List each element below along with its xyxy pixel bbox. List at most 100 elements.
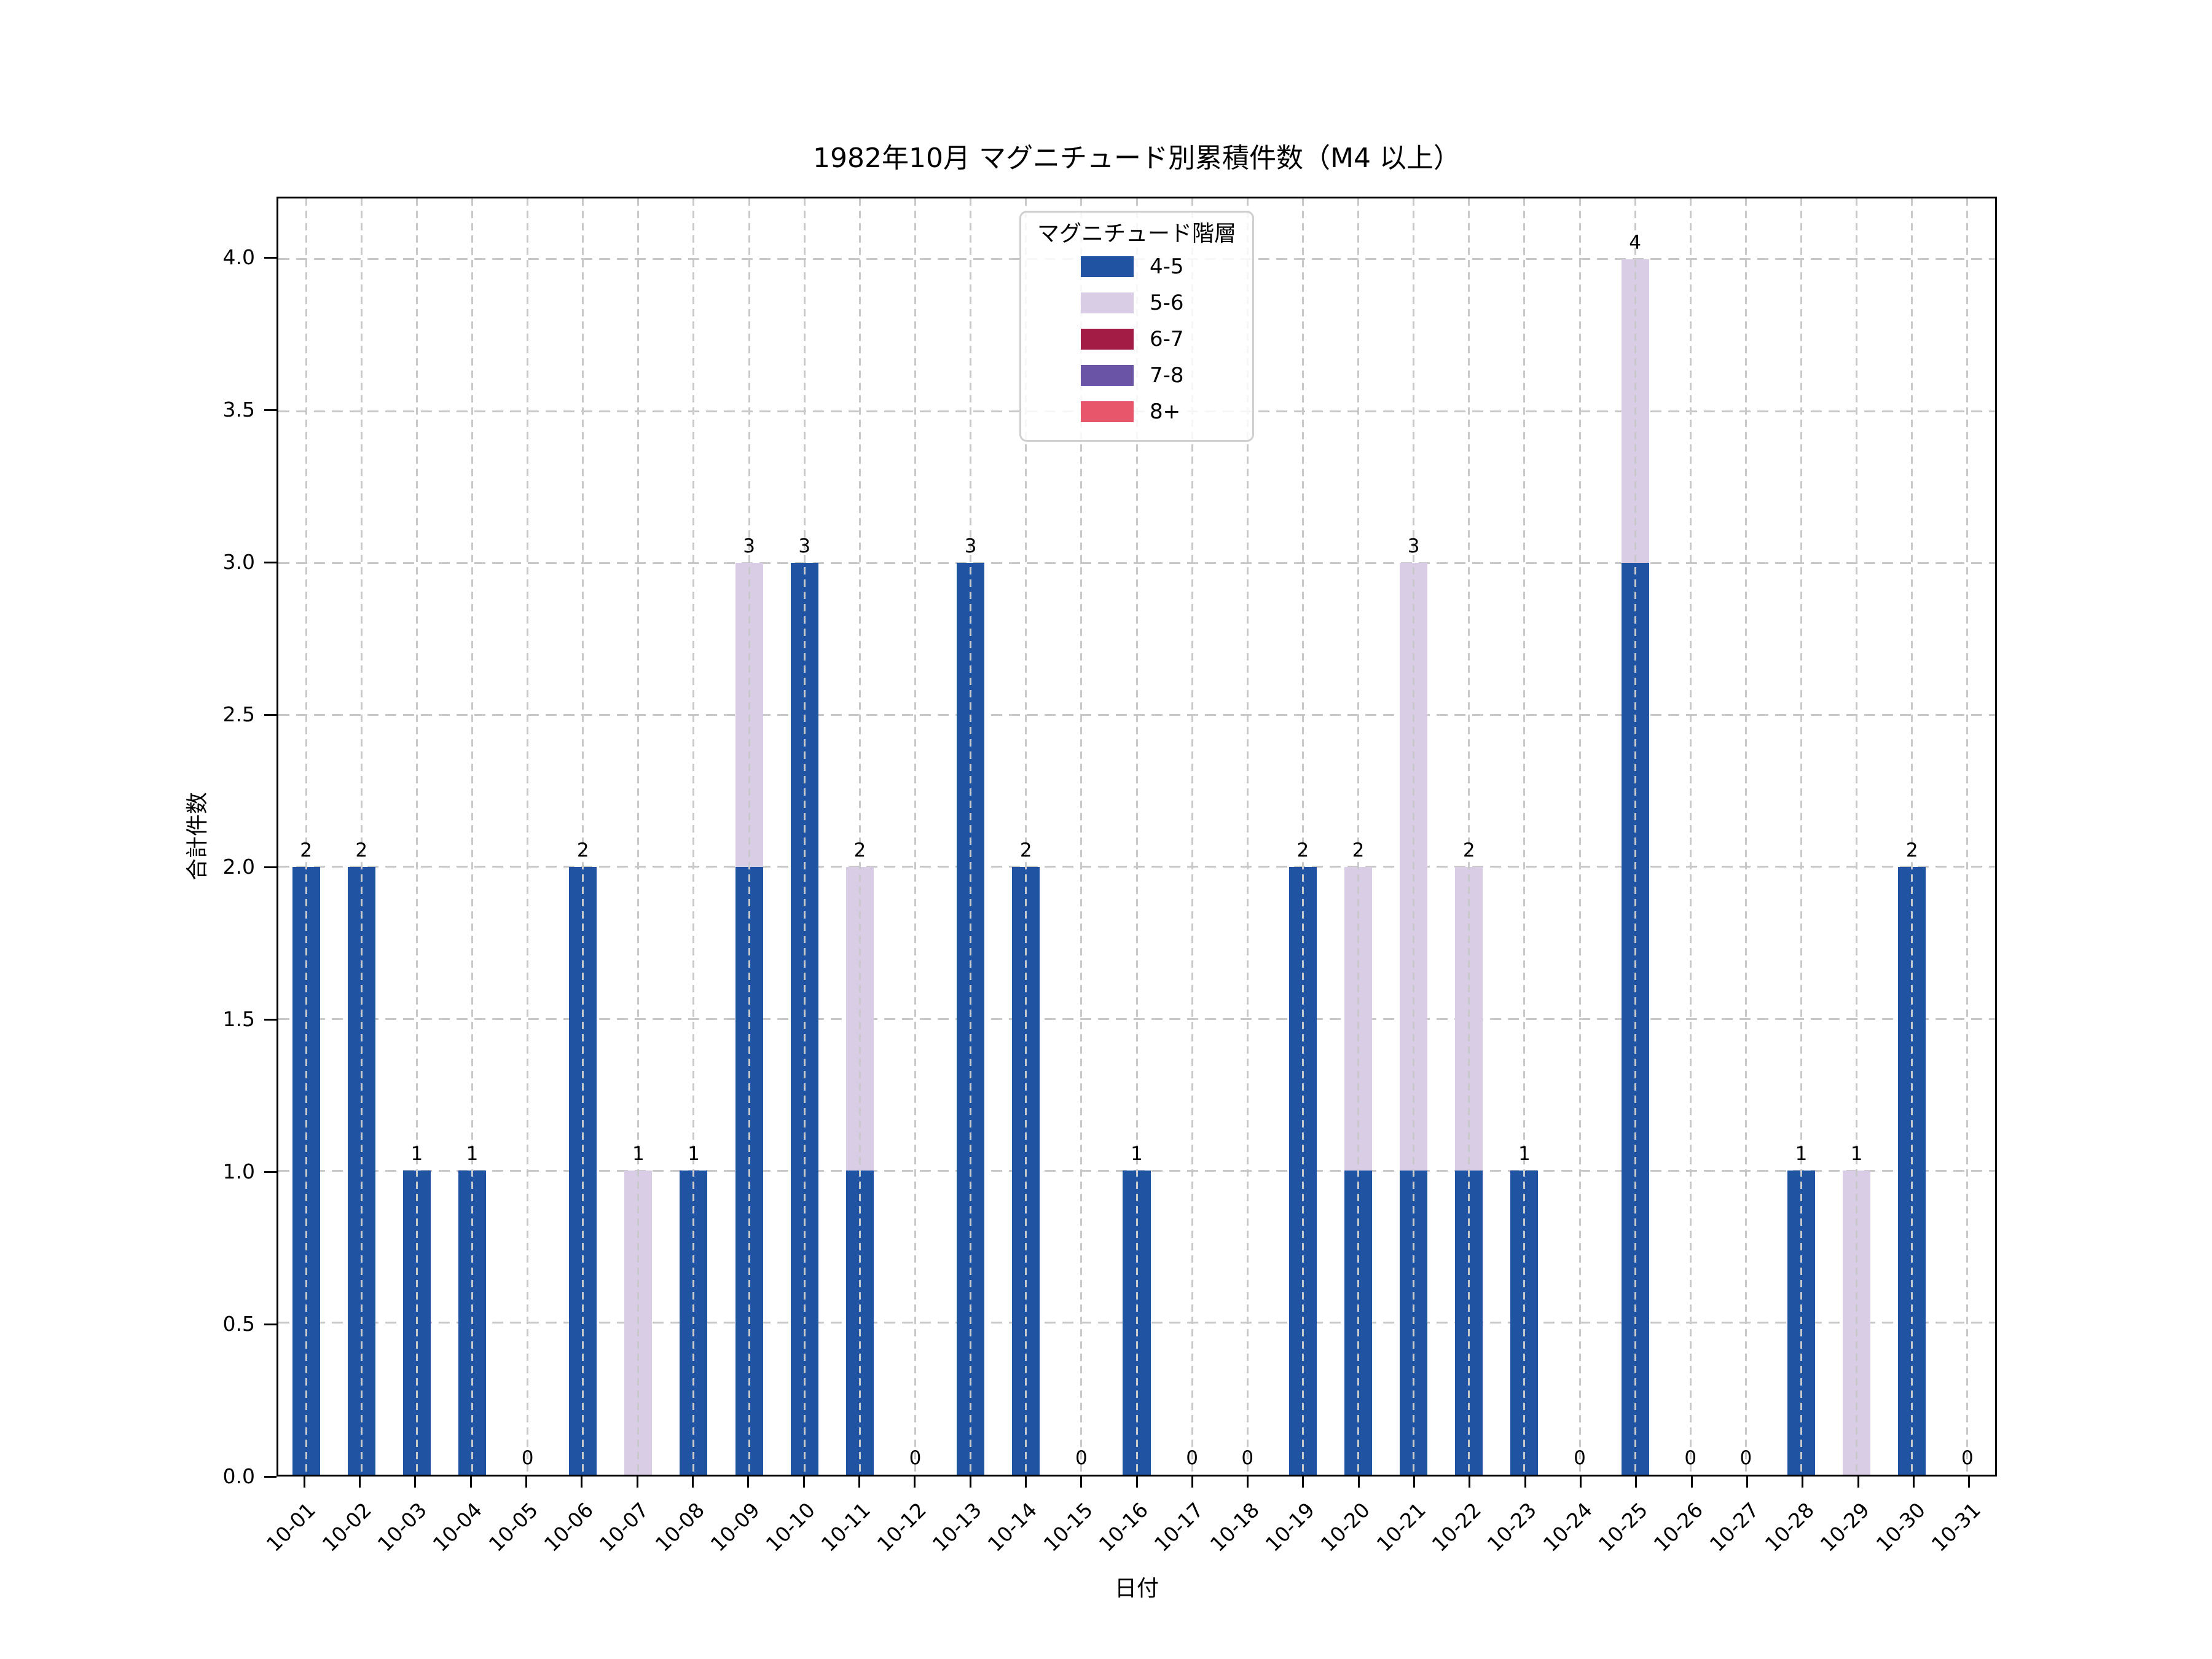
v-gridline — [970, 198, 972, 1475]
x-tick — [1524, 1477, 1526, 1488]
bar-total-label: 4 — [1629, 231, 1642, 254]
bar-total-label: 3 — [798, 535, 811, 558]
x-tick-label-text: 10-10 — [761, 1497, 820, 1556]
bar-total-label: 2 — [576, 839, 589, 861]
v-gridline — [415, 198, 418, 1475]
bar-total-label: 2 — [1296, 839, 1309, 861]
v-gridline — [1689, 198, 1692, 1475]
x-tick-label-text: 10-23 — [1483, 1497, 1542, 1556]
x-tick — [914, 1477, 916, 1488]
x-tick-label-text: 10-28 — [1760, 1497, 1819, 1556]
x-tick-label-text: 10-01 — [261, 1497, 321, 1556]
x-tick-label-text: 10-04 — [428, 1497, 487, 1556]
x-tick-label-text: 10-24 — [1538, 1497, 1597, 1556]
bar-total-label: 1 — [466, 1143, 479, 1166]
bar-total-label: 2 — [355, 839, 368, 861]
bar-total-label: 0 — [521, 1447, 534, 1469]
legend: マグニチュード階層 4-5 5-6 6-7 7-8 8+ — [1019, 211, 1254, 442]
x-tick-label-text: 10-31 — [1926, 1497, 1985, 1556]
x-tick-label-text: 10-26 — [1649, 1497, 1708, 1556]
legend-title: マグニチュード階層 — [1037, 221, 1236, 246]
y-tick-label: 0.0 — [222, 1464, 255, 1488]
x-tick — [469, 1477, 472, 1488]
y-tick-label: 3.0 — [222, 550, 255, 575]
x-tick — [1580, 1477, 1582, 1488]
bar-total-label: 2 — [300, 839, 312, 861]
x-tick-label-text: 10-16 — [1094, 1497, 1153, 1556]
x-tick-label-text: 10-09 — [705, 1497, 764, 1556]
chart-title: 1982年10月 マグニチュード別累積件数（M4 以上） — [813, 143, 1461, 174]
y-tick — [264, 561, 276, 563]
v-gridline — [360, 198, 363, 1475]
x-tick-label-text: 10-18 — [1205, 1497, 1264, 1556]
legend-swatch-6-7 — [1081, 328, 1134, 350]
v-gridline — [692, 198, 695, 1475]
x-tick-label-text: 10-05 — [484, 1497, 543, 1556]
bar-total-label: 3 — [1407, 535, 1420, 558]
x-tick — [1690, 1477, 1693, 1488]
y-tick — [264, 1018, 276, 1021]
x-tick — [1968, 1477, 1971, 1488]
y-tick — [264, 1475, 276, 1478]
x-tick — [1191, 1477, 1193, 1488]
legend-swatch-8+ — [1081, 401, 1134, 422]
bar-total-label: 0 — [1684, 1447, 1697, 1469]
y-tick-label: 1.5 — [222, 1007, 255, 1032]
v-gridline — [1413, 198, 1415, 1475]
v-gridline — [1579, 198, 1581, 1475]
x-tick — [525, 1477, 527, 1488]
v-gridline — [471, 198, 473, 1475]
bar-total-label: 1 — [1131, 1143, 1143, 1166]
y-tick-label: 3.5 — [222, 398, 255, 422]
bar-total-label: 2 — [1019, 839, 1032, 861]
x-tick-label-text: 10-11 — [817, 1497, 876, 1556]
y-tick — [264, 713, 276, 716]
bar-total-label: 0 — [1574, 1447, 1586, 1469]
v-gridline — [1135, 198, 1138, 1475]
x-tick-label-text: 10-30 — [1871, 1497, 1930, 1556]
x-tick-label-text: 10-27 — [1704, 1497, 1763, 1556]
x-tick-label-text: 10-03 — [372, 1497, 431, 1556]
x-tick — [1357, 1477, 1360, 1488]
v-gridline — [582, 198, 584, 1475]
y-tick-label: 0.5 — [222, 1312, 255, 1336]
x-tick-label-text: 10-13 — [927, 1497, 987, 1556]
legend-entry: 8+ — [1021, 393, 1252, 429]
bar-total-label: 0 — [1961, 1447, 1974, 1469]
y-tick — [264, 1323, 276, 1325]
bar-total-label: 2 — [1462, 839, 1475, 861]
x-tick-label-text: 10-12 — [872, 1497, 931, 1556]
x-tick — [1469, 1477, 1471, 1488]
x-tick — [414, 1477, 417, 1488]
y-axis-label: 合計件数 — [185, 791, 210, 881]
legend-swatch-7-8 — [1081, 364, 1134, 386]
bar-total-label: 1 — [688, 1143, 700, 1166]
x-tick — [1024, 1477, 1027, 1488]
legend-entry-label: 8+ — [1150, 399, 1181, 424]
v-gridline — [803, 198, 806, 1475]
legend-entry: 6-7 — [1021, 321, 1252, 357]
bar-total-label: 0 — [1241, 1447, 1254, 1469]
v-gridline — [527, 198, 529, 1475]
x-axis-label: 日付 — [1114, 1576, 1159, 1601]
v-gridline — [1246, 198, 1249, 1475]
bar-total-label: 2 — [1905, 839, 1918, 861]
v-gridline — [914, 198, 916, 1475]
bar-total-label: 2 — [1352, 839, 1365, 861]
legend-entry-label: 4-5 — [1150, 254, 1184, 279]
x-tick-label-text: 10-06 — [539, 1497, 598, 1556]
legend-entries: 4-5 5-6 6-7 7-8 8+ — [1021, 248, 1252, 429]
y-tick — [264, 256, 276, 259]
y-tick-label: 2.5 — [222, 702, 255, 727]
x-tick — [581, 1477, 583, 1488]
v-gridline — [748, 198, 750, 1475]
y-tick-label: 4.0 — [222, 245, 255, 270]
y-tick — [264, 409, 276, 411]
v-gridline — [1744, 198, 1747, 1475]
bar-total-label: 1 — [1795, 1143, 1808, 1166]
bar-total-label: 1 — [1850, 1143, 1863, 1166]
x-tick-label-text: 10-14 — [983, 1497, 1042, 1556]
x-tick-label-text: 10-07 — [594, 1497, 654, 1556]
x-tick — [1247, 1477, 1249, 1488]
